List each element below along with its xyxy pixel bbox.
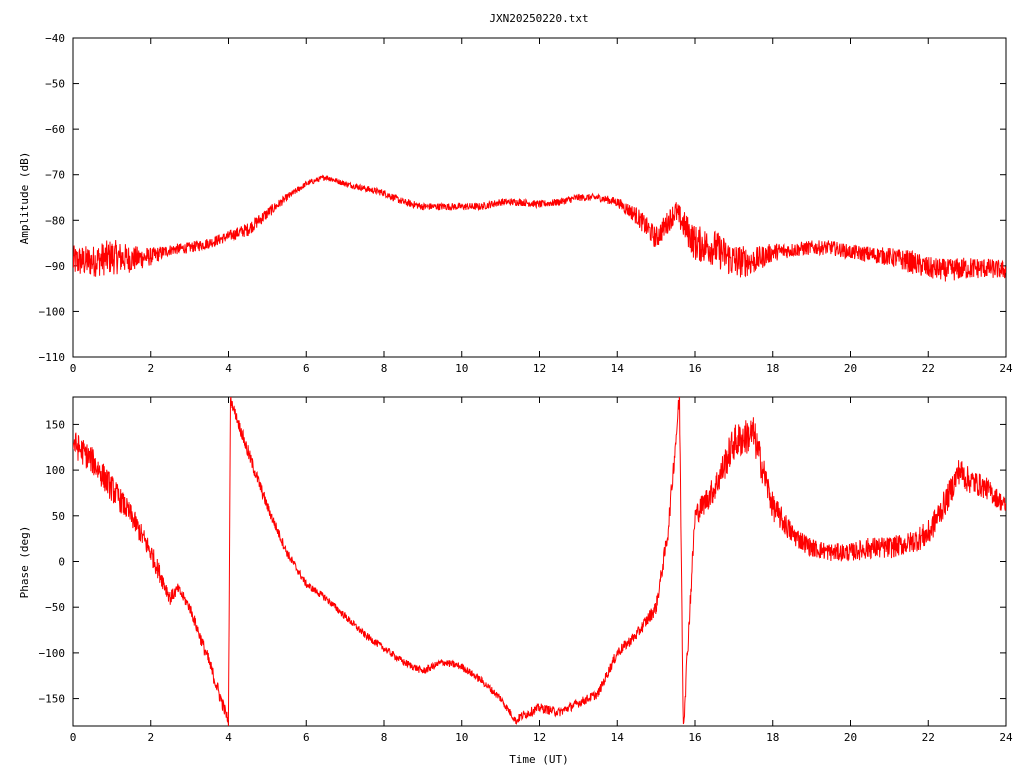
amplitude-y-tick-label: −80 bbox=[45, 214, 65, 227]
amplitude-series-line bbox=[73, 174, 1006, 282]
phase-x-tick-label: 20 bbox=[844, 731, 857, 744]
phase-x-tick-label: 10 bbox=[455, 731, 468, 744]
phase-panel: Phase (deg) Time (UT) 0 2 4 6 8 10 12 14 16 18 20 2… bbox=[18, 396, 1013, 766]
amplitude-y-tick-label: −50 bbox=[45, 78, 65, 91]
amplitude-panel: Amplitude (dB) 0 2 4 6 8 10 12 14 16 18 20 22 24−110… bbox=[18, 32, 1013, 375]
phase-x-tick-label: 4 bbox=[225, 731, 232, 744]
phase-y-tick-label: 0 bbox=[58, 556, 65, 569]
amplitude-y-tick-label: −60 bbox=[45, 123, 65, 136]
amplitude-x-tick-label: 4 bbox=[225, 362, 232, 375]
phase-y-axis-label: Phase (deg) bbox=[18, 526, 31, 599]
phase-x-tick-label: 12 bbox=[533, 731, 546, 744]
phase-x-tick-label: 2 bbox=[147, 731, 154, 744]
phase-y-tick-label: 150 bbox=[45, 418, 65, 431]
phase-y-tick-label: −150 bbox=[39, 693, 66, 706]
amplitude-x-tick-label: 8 bbox=[381, 362, 388, 375]
amplitude-y-tick-label: −100 bbox=[39, 305, 66, 318]
amplitude-x-tick-label: 16 bbox=[688, 362, 701, 375]
amplitude-x-tick-label: 20 bbox=[844, 362, 857, 375]
chart-title: JXN20250220.txt bbox=[489, 12, 588, 25]
amplitude-y-axis-label: Amplitude (dB) bbox=[18, 152, 31, 245]
amplitude-x-tick-label: 2 bbox=[147, 362, 154, 375]
phase-x-tick-label: 0 bbox=[70, 731, 77, 744]
amplitude-x-tick-label: 6 bbox=[303, 362, 310, 375]
phase-x-tick-label: 22 bbox=[922, 731, 935, 744]
phase-x-axis-label: Time (UT) bbox=[509, 753, 569, 766]
amplitude-y-tick-label: −90 bbox=[45, 260, 65, 273]
phase-x-tick-label: 14 bbox=[611, 731, 625, 744]
amplitude-x-tick-label: 12 bbox=[533, 362, 546, 375]
phase-series-line bbox=[73, 397, 1006, 726]
amplitude-x-tick-label: 24 bbox=[999, 362, 1013, 375]
amplitude-x-tick-label: 10 bbox=[455, 362, 468, 375]
phase-x-tick-label: 16 bbox=[688, 731, 701, 744]
phase-x-tick-label: 18 bbox=[766, 731, 779, 744]
phase-y-tick-label: 50 bbox=[52, 510, 65, 523]
amplitude-x-tick-label: 14 bbox=[611, 362, 625, 375]
amplitude-plot-frame bbox=[72, 37, 1007, 358]
amplitude-x-tick-label: 0 bbox=[70, 362, 77, 375]
phase-x-tick-label: 8 bbox=[381, 731, 388, 744]
phase-x-tick-label: 6 bbox=[303, 731, 310, 744]
amplitude-y-tick-label: −110 bbox=[39, 351, 66, 364]
phase-y-tick-label: 100 bbox=[45, 464, 65, 477]
amplitude-x-tick-label: 22 bbox=[922, 362, 935, 375]
amplitude-x-tick-label: 18 bbox=[766, 362, 779, 375]
phase-y-tick-label: −100 bbox=[39, 647, 66, 660]
phase-x-tick-label: 24 bbox=[999, 731, 1013, 744]
phase-y-tick-label: −50 bbox=[45, 601, 65, 614]
amplitude-y-tick-label: −40 bbox=[45, 32, 65, 45]
amplitude-y-tick-label: −70 bbox=[45, 169, 65, 182]
